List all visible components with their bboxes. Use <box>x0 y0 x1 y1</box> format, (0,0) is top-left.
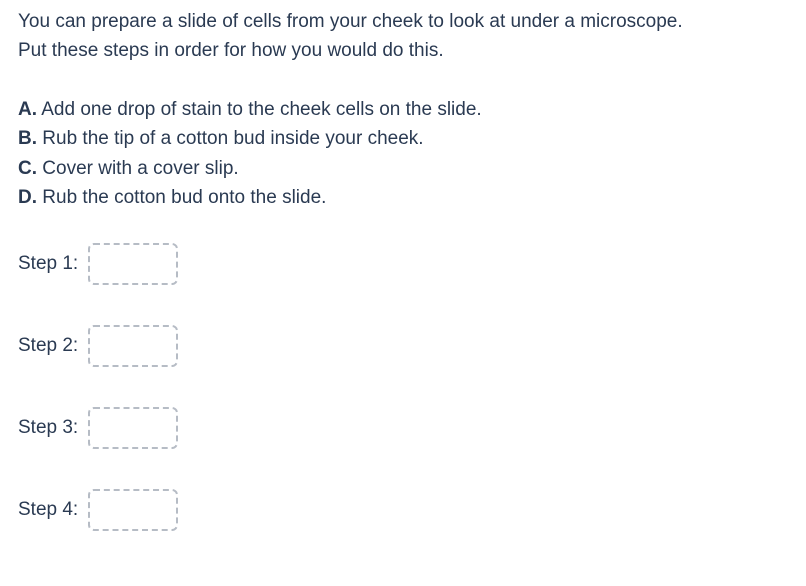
step-row-2: Step 2: <box>18 325 788 367</box>
drop-zone-2[interactable] <box>88 325 178 367</box>
step-label-2: Step 2: <box>18 335 78 357</box>
step-row-4: Step 4: <box>18 489 788 531</box>
option-letter-b: B. <box>18 128 37 149</box>
option-d: D. Rub the cotton bud onto the slide. <box>18 183 788 212</box>
option-letter-c: C. <box>18 158 37 179</box>
drop-zone-1[interactable] <box>88 243 178 285</box>
step-row-1: Step 1: <box>18 243 788 285</box>
intro-line-2: Put these steps in order for how you wou… <box>18 37 788 66</box>
option-text-d: Rub the cotton bud onto the slide. <box>37 187 326 208</box>
step-label-1: Step 1: <box>18 253 78 275</box>
step-label-4: Step 4: <box>18 499 78 521</box>
option-text-c: Cover with a cover slip. <box>37 158 239 179</box>
option-letter-a: A. <box>18 99 37 120</box>
drop-zone-4[interactable] <box>88 489 178 531</box>
option-letter-d: D. <box>18 187 37 208</box>
drop-zone-3[interactable] <box>88 407 178 449</box>
question-intro: You can prepare a slide of cells from yo… <box>18 8 788 65</box>
option-text-a: Add one drop of stain to the cheek cells… <box>37 99 482 120</box>
answer-options: A. Add one drop of stain to the cheek ce… <box>18 95 788 213</box>
step-row-3: Step 3: <box>18 407 788 449</box>
step-label-3: Step 3: <box>18 417 78 439</box>
intro-line-1: You can prepare a slide of cells from yo… <box>18 8 788 37</box>
option-a: A. Add one drop of stain to the cheek ce… <box>18 95 788 124</box>
option-text-b: Rub the tip of a cotton bud inside your … <box>37 128 424 149</box>
option-b: B. Rub the tip of a cotton bud inside yo… <box>18 124 788 153</box>
steps-container: Step 1: Step 2: Step 3: Step 4: <box>18 243 788 531</box>
option-c: C. Cover with a cover slip. <box>18 154 788 183</box>
